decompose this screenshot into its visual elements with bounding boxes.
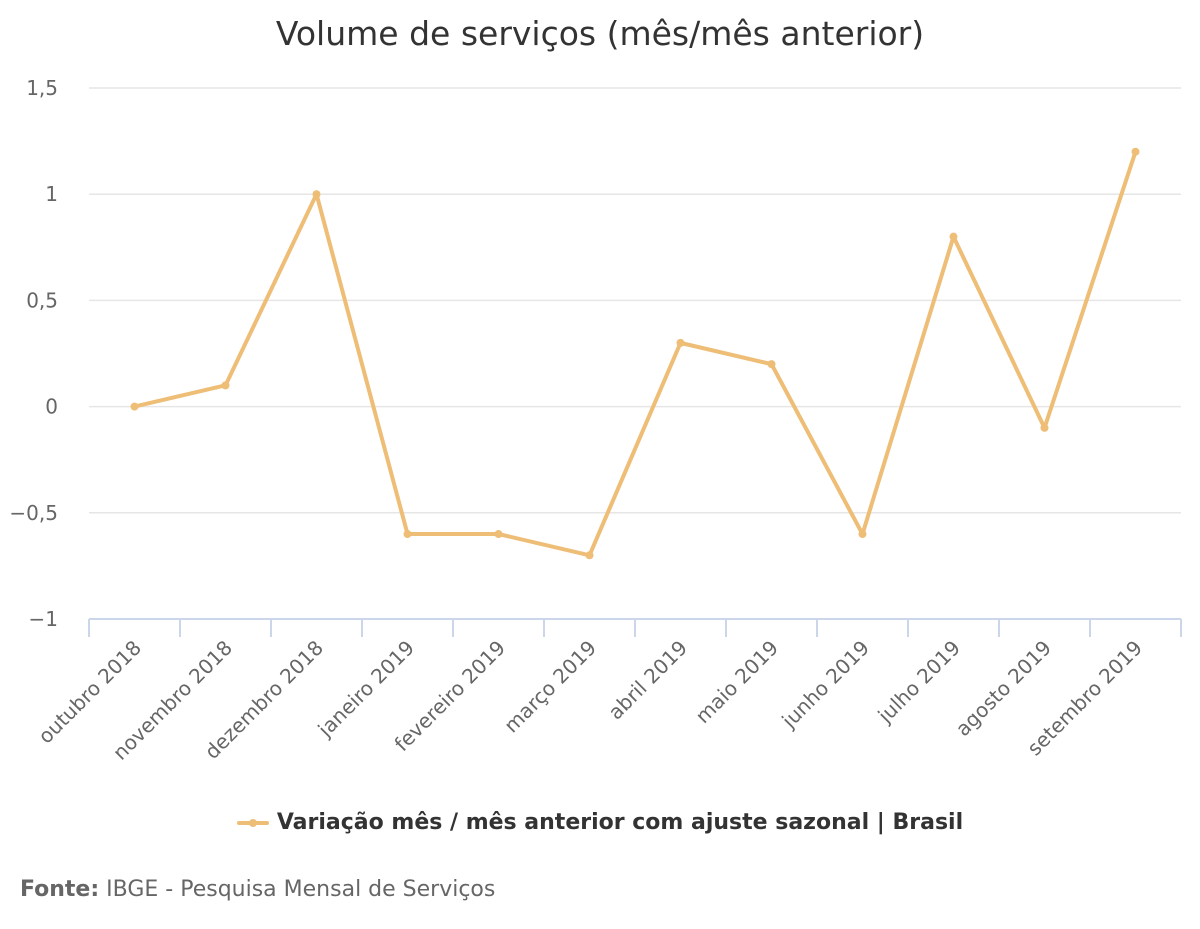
chart-title: Volume de serviços (mês/mês anterior) — [275, 14, 925, 53]
data-point[interactable] — [949, 232, 958, 241]
source-note: Fonte: IBGE - Pesquisa Mensal de Serviço… — [20, 877, 495, 902]
x-tick-label: julho 2019 — [872, 636, 965, 729]
data-point[interactable] — [1040, 423, 1049, 432]
data-point[interactable] — [221, 381, 230, 390]
data-point[interactable] — [1131, 147, 1140, 156]
data-point[interactable] — [767, 360, 776, 369]
legend[interactable]: Variação mês / mês anterior com ajuste s… — [0, 810, 1200, 835]
gridlines — [89, 87, 1181, 514]
y-tick-label: −1 — [29, 607, 58, 631]
data-point[interactable] — [494, 530, 503, 539]
data-point[interactable] — [585, 551, 594, 560]
source-text: IBGE - Pesquisa Mensal de Serviços — [106, 877, 496, 902]
y-tick-label: 0,5 — [26, 288, 58, 312]
series-line — [132, 149, 1138, 558]
y-axis-ticks: 1,5 1 0,5 0 −0,5 −1 — [9, 76, 58, 631]
x-tick-label: abril 2019 — [603, 636, 692, 725]
source-label: Fonte: — [20, 877, 100, 902]
data-point[interactable] — [676, 338, 685, 347]
y-tick-label: −0,5 — [9, 501, 58, 525]
y-tick-label: 1 — [45, 182, 58, 206]
data-point[interactable] — [858, 530, 867, 539]
data-point[interactable] — [403, 530, 412, 539]
x-tick-label: março 2019 — [499, 636, 601, 738]
data-point[interactable] — [130, 402, 139, 411]
x-tick-label: junho 2019 — [776, 636, 874, 734]
y-tick-label: 1,5 — [26, 76, 58, 100]
legend-dot-swatch — [248, 818, 257, 827]
y-tick-label: 0 — [45, 395, 58, 419]
legend-label: Variação mês / mês anterior com ajuste s… — [276, 810, 964, 835]
data-point[interactable] — [312, 190, 321, 199]
x-tick-label: maio 2019 — [691, 636, 783, 728]
series-layer — [130, 147, 1140, 560]
legend-marker — [236, 818, 269, 827]
